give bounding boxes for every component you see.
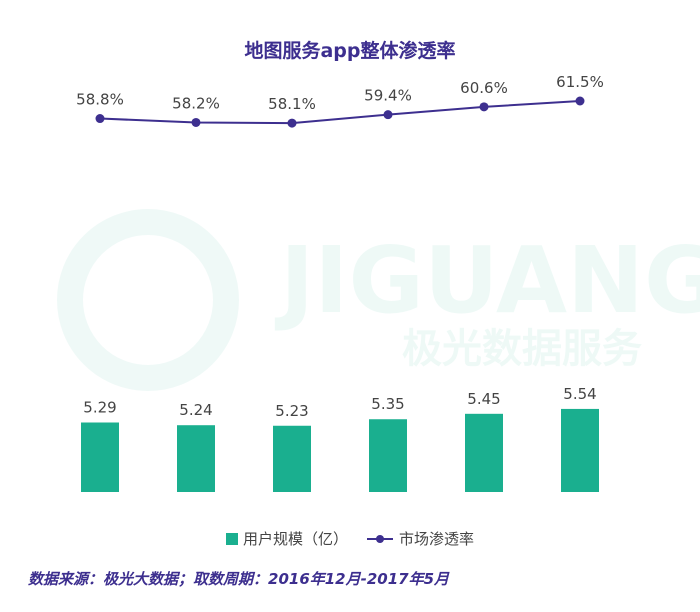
bar-5 bbox=[465, 413, 503, 492]
watermark-logo bbox=[57, 209, 239, 391]
bars-layer: 5.29 5.24 5.23 5.35 5.45 5.54 bbox=[81, 385, 599, 492]
bar-4 bbox=[369, 419, 407, 492]
bar-value-label-4: 5.35 bbox=[371, 395, 404, 413]
penetration-point-6 bbox=[575, 96, 585, 106]
bar-value-label-5: 5.45 bbox=[467, 390, 500, 408]
penetration-label-3: 58.1% bbox=[268, 95, 316, 113]
penetration-label-6: 61.5% bbox=[556, 73, 604, 91]
bar-value-label-2: 5.24 bbox=[179, 401, 212, 419]
penetration-point-4 bbox=[383, 110, 393, 120]
watermark-tagline: 极光数据服务 bbox=[402, 326, 642, 372]
legend-item-users: 用户规模（亿） bbox=[225, 528, 348, 549]
watermark: JIGUANG 极光数据服务 bbox=[57, 209, 700, 391]
legend-label-penetration: 市场渗透率 bbox=[399, 530, 475, 548]
bar-6 bbox=[561, 408, 599, 492]
penetration-line bbox=[99, 100, 581, 125]
bar-2 bbox=[177, 425, 215, 492]
penetration-point-2 bbox=[191, 117, 201, 127]
penetration-point-5 bbox=[479, 102, 489, 112]
penetration-label-2: 58.2% bbox=[172, 94, 220, 112]
source-note: 数据来源：极光大数据；取数周期：2016年12月-2017年5月 bbox=[28, 570, 450, 588]
penetration-label-5: 60.6% bbox=[460, 79, 508, 97]
penetration-point-3 bbox=[287, 118, 297, 128]
bar-value-label-3: 5.23 bbox=[275, 402, 308, 420]
bar-3 bbox=[273, 425, 311, 492]
penetration-point-1 bbox=[95, 114, 105, 124]
penetration-label-1: 58.8% bbox=[76, 91, 124, 109]
legend-line-icon bbox=[367, 534, 393, 543]
legend-swatch-users bbox=[225, 532, 238, 545]
line-layer: 58.8% 58.2% 58.1% 59.4% 60.6% 61.5% bbox=[76, 73, 604, 128]
penetration-label-4: 59.4% bbox=[364, 87, 412, 105]
bar-1 bbox=[81, 422, 119, 492]
bar-value-label-1: 5.29 bbox=[83, 398, 116, 416]
watermark-brand: JIGUANG bbox=[274, 227, 700, 334]
legend-item-penetration: 市场渗透率 bbox=[366, 528, 474, 549]
legend-label-users: 用户规模（亿） bbox=[242, 530, 348, 548]
chart-title: 地图服务app整体渗透率 bbox=[244, 40, 456, 62]
legend: 用户规模（亿） 市场渗透率 bbox=[0, 528, 700, 549]
bar-value-label-6: 5.54 bbox=[563, 385, 596, 403]
